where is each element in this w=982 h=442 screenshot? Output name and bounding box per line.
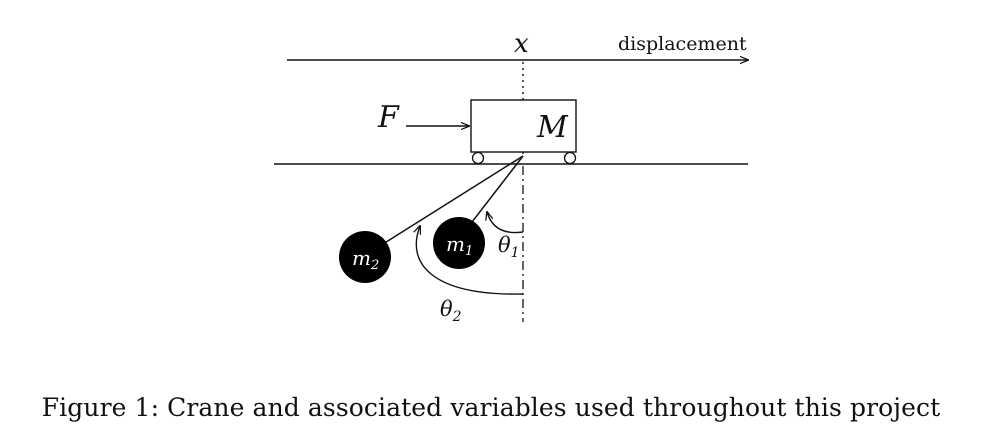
- mass-1-label: m1: [446, 232, 473, 259]
- mass-1-ball: [433, 217, 485, 269]
- rope-mass-2: [382, 155, 524, 245]
- angle-1-arc: [487, 212, 524, 234]
- cart-wheel-right: [563, 151, 577, 165]
- displacement-label: displacement: [618, 33, 747, 55]
- mass-2-ball: [339, 231, 391, 283]
- force-label: F: [377, 100, 400, 135]
- angle-1-label: θ1: [498, 233, 520, 261]
- figure-caption: Figure 1: Crane and associated variables…: [41, 393, 941, 422]
- cart-mass-label: M: [536, 110, 569, 145]
- rope-mass-1: [471, 155, 524, 223]
- angle-2-arc: [416, 226, 524, 295]
- cart-body: [470, 99, 577, 153]
- axis-variable-label: x: [514, 29, 529, 59]
- mass-2-label: m2: [352, 246, 379, 273]
- angle-2-label: θ2: [440, 297, 462, 325]
- cart-wheel-left: [471, 151, 485, 165]
